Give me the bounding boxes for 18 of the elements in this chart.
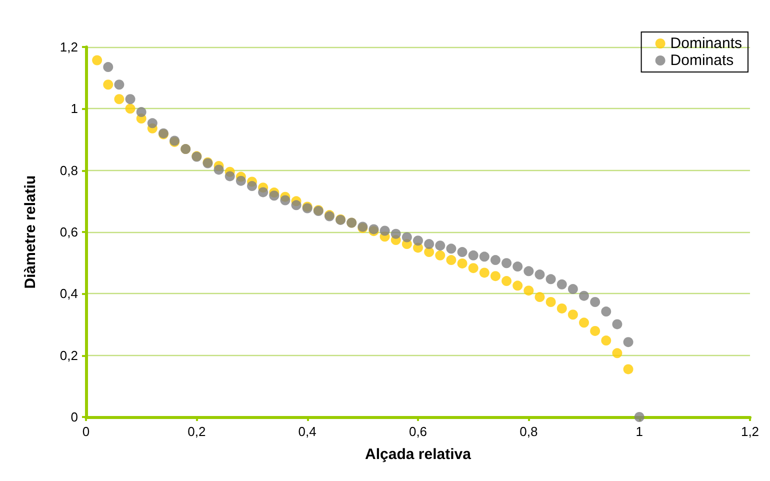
legend-label: Dominats [670,52,734,69]
y-tick-label: 0,6 [60,224,78,240]
x-tick-label: 0,6 [408,424,428,439]
legend-label: Dominants [670,35,742,52]
x-tick-label: 0 [82,424,90,439]
y-tick-label: 0 [70,410,78,424]
y-tick-label: 0,4 [60,286,78,302]
x-tick-label: 0,2 [188,424,206,439]
x-axis-title: Alçada relativa [365,446,472,463]
x-tick-label: 0,4 [298,424,316,439]
x-tick-label: 1 [636,424,643,439]
y-axis-title: Diàmetre relatiu [22,175,39,289]
y-tick-label: 0,8 [60,162,78,178]
x-tick-label: 0,8 [520,424,538,439]
y-tick-label: 0,2 [60,348,78,363]
y-tick-label: 1 [70,101,78,116]
x-tick-label: 1,2 [740,424,760,439]
y-tick-label: 1,2 [60,40,78,54]
